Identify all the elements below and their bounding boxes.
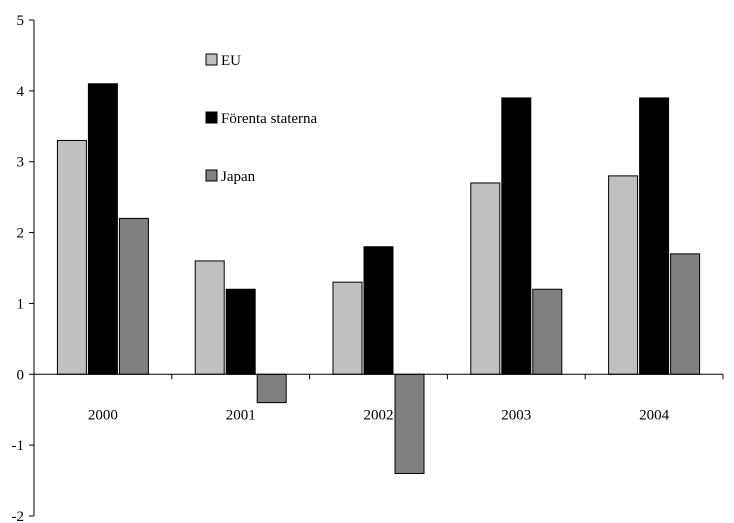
legend-label-förenta-staterna: Förenta staterna: [221, 111, 318, 127]
bar-2001-eu: [194, 260, 225, 375]
y-tick-label: 4: [17, 84, 25, 100]
y-tick-label: 1: [17, 296, 25, 312]
bar-2003-förenta-staterna: [501, 97, 532, 375]
y-tick-label: 3: [17, 155, 25, 171]
bar-2002-eu: [332, 281, 363, 375]
bar-2004-eu: [608, 175, 639, 375]
category-label-2001: 2001: [226, 407, 256, 423]
bar-2000-förenta-staterna: [87, 83, 118, 375]
bar-2003-japan: [532, 288, 563, 375]
bar-2003-eu: [470, 182, 501, 375]
bar-2000-eu: [56, 139, 87, 375]
axes-group: -2 -1 0 1 2 3 4 5 2000 2001 2002 2003 2004: [12, 13, 724, 523]
legend-label-japan: Japan: [221, 169, 256, 185]
bars-group: [56, 83, 701, 474]
bar-2004-förenta-staterna: [639, 97, 670, 375]
bar-2002-förenta-staterna: [363, 246, 394, 375]
legend-label-eu: EU: [221, 53, 241, 69]
category-label-2004: 2004: [639, 407, 670, 423]
legend-swatch-förenta-staterna: [205, 111, 218, 124]
category-label-2003: 2003: [501, 407, 531, 423]
bar-2001-japan: [256, 373, 287, 404]
y-tick-label: 2: [17, 226, 25, 242]
y-tick-label: -2: [12, 509, 25, 523]
y-tick-label: -1: [12, 438, 25, 454]
bar-2000-japan: [118, 217, 149, 375]
y-tick-label: 0: [17, 367, 25, 383]
bar-2004-japan: [670, 253, 701, 375]
legend-swatch-japan: [205, 169, 218, 182]
category-label-2000: 2000: [88, 407, 118, 423]
legend: EU Förenta staterna Japan: [205, 53, 318, 185]
y-tick-label: 5: [17, 13, 25, 29]
category-label-2002: 2002: [364, 407, 394, 423]
bar-2002-japan: [394, 373, 425, 474]
legend-swatch-eu: [205, 53, 218, 66]
bar-2001-förenta-staterna: [225, 288, 256, 375]
